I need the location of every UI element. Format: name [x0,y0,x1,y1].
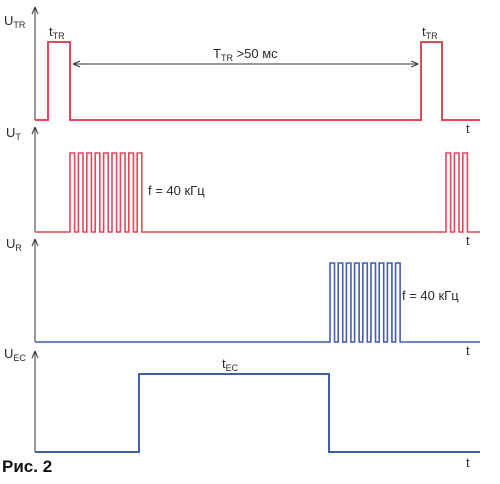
signal-ut [35,152,480,233]
annotation-ttr-left: tTR [49,24,65,41]
annotation-period: TTR >50 мс [213,46,278,63]
time-label-ur: t [466,343,470,358]
signal-ur [35,262,480,343]
annotation-freq-t: f = 40 кГц [148,183,205,198]
label-uec: UEC [4,346,26,363]
annotation-ttr-right: tTR [422,24,438,41]
label-utr: UTR [4,13,26,30]
label-ur: UR [6,236,22,253]
annotation-freq-r: f = 40 кГц [402,288,459,303]
signal-uec [35,373,480,453]
signal-utr [35,41,480,121]
time-label-utr: t [466,121,470,136]
time-label-uec: t [466,455,470,470]
label-ut: UT [6,125,21,142]
figure-caption: Рис. 2 [2,457,53,476]
annotation-tec: tEC [222,356,239,373]
time-label-ut: t [466,233,470,248]
